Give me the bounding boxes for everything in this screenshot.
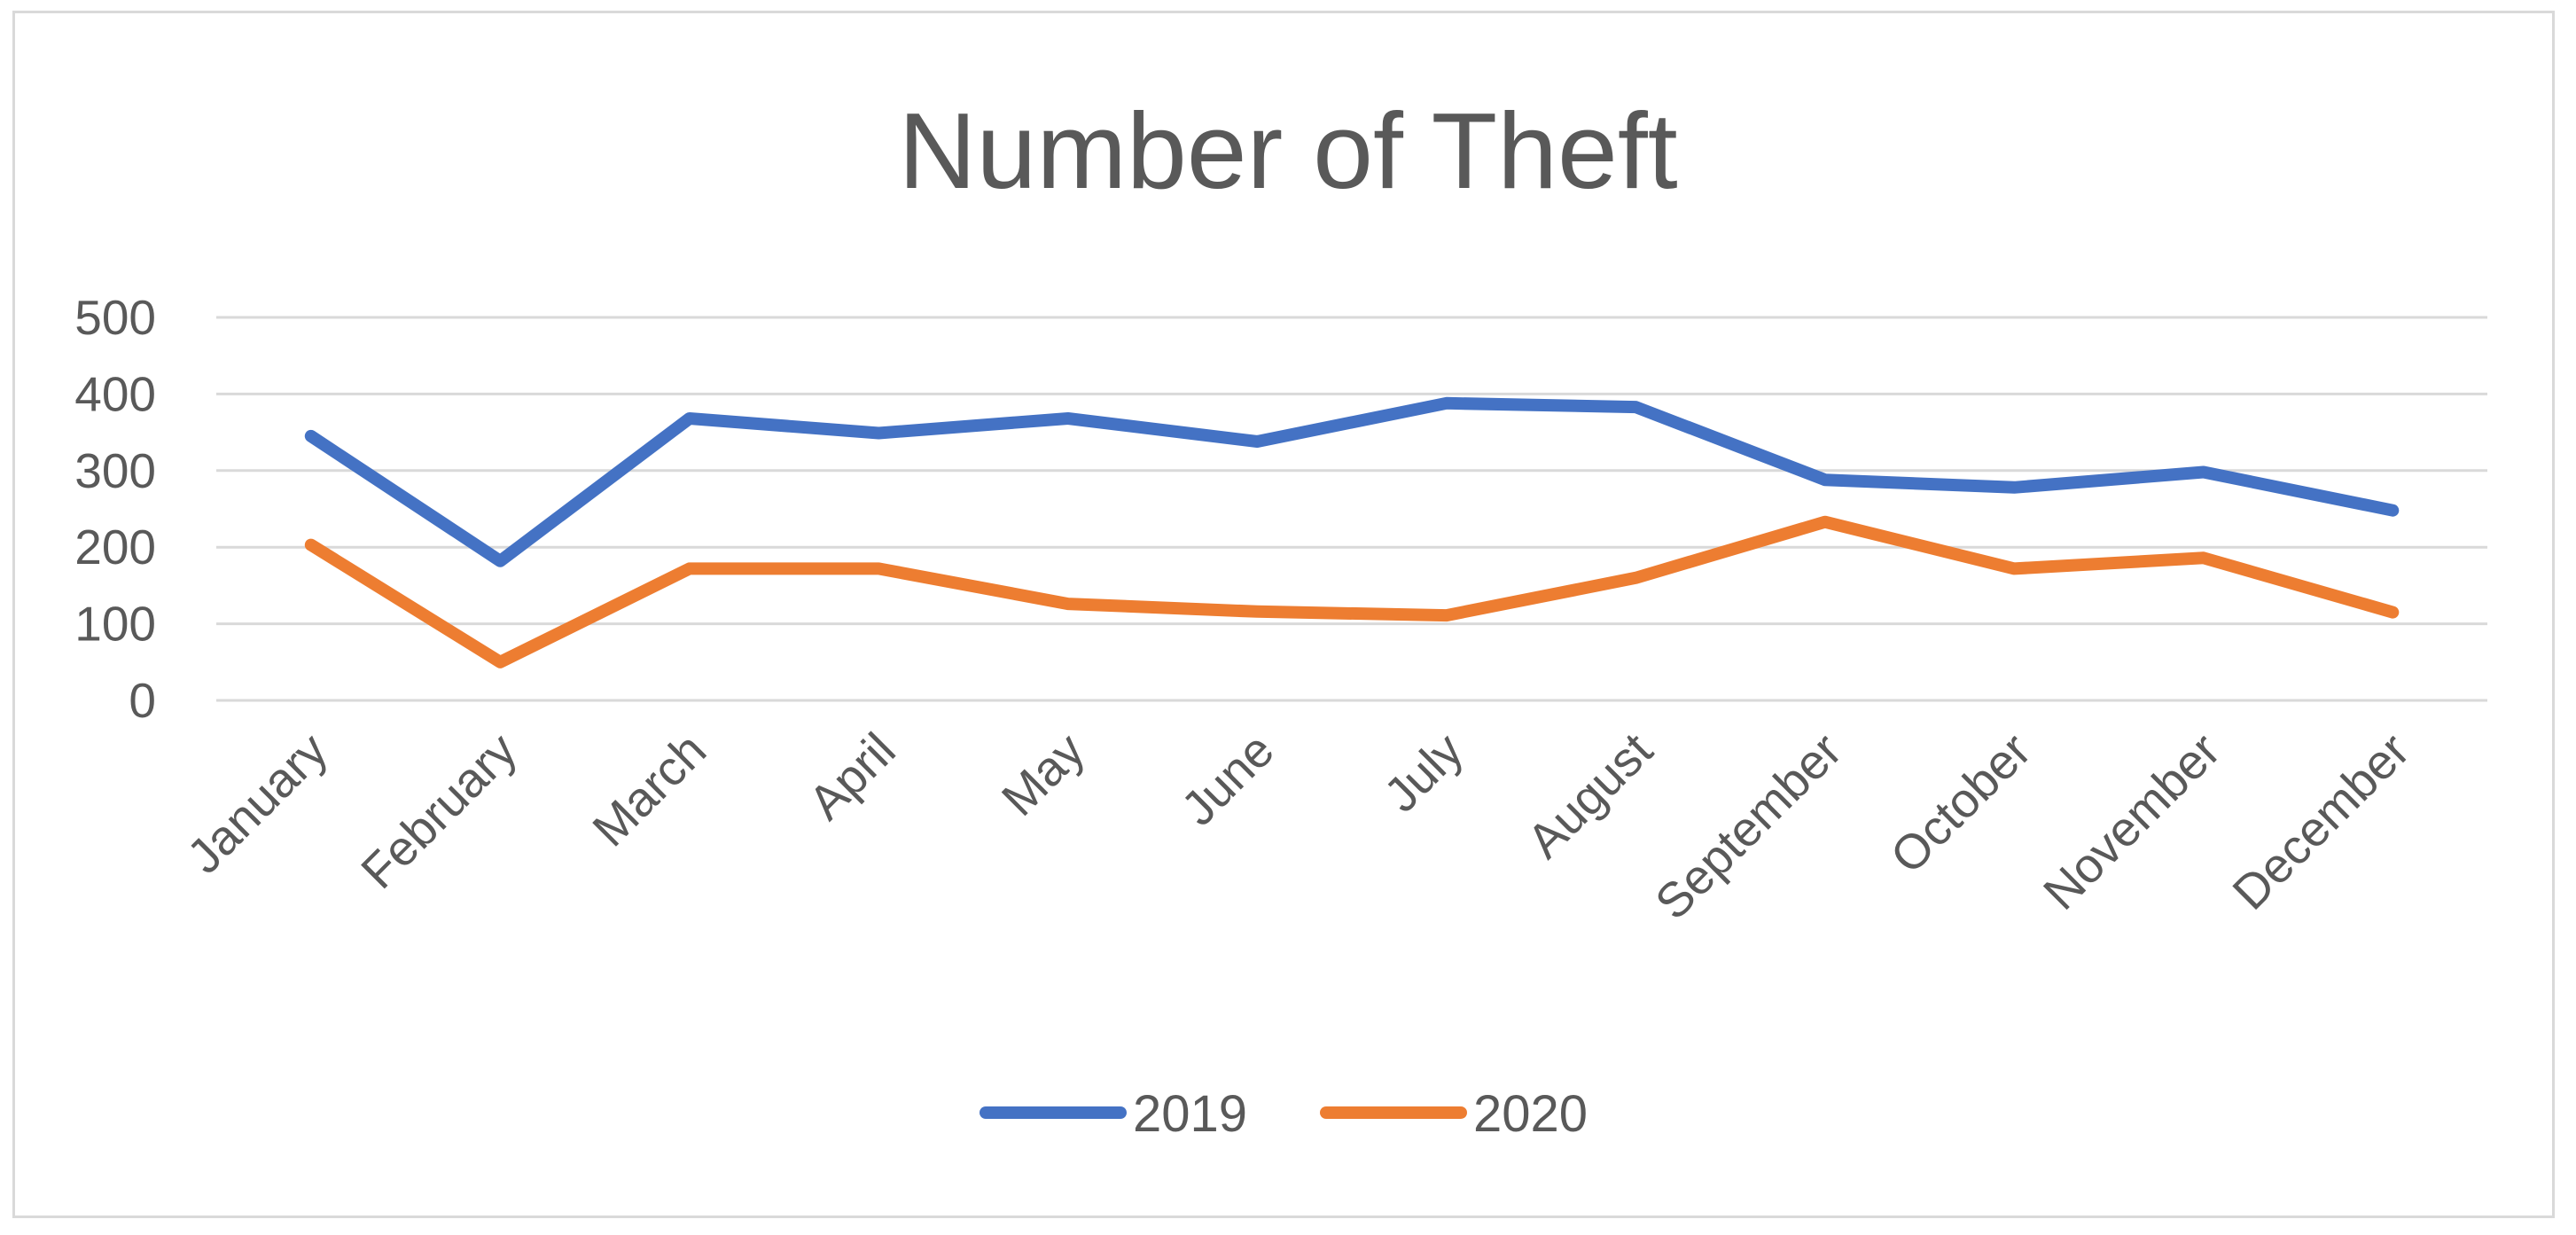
legend-label-2020: 2020	[1473, 1085, 1588, 1143]
x-tick-label: April	[798, 723, 906, 831]
legend-label-2019: 2019	[1133, 1085, 1247, 1143]
y-tick-label: 200	[74, 520, 156, 575]
x-tick-label: February	[350, 722, 527, 899]
x-tick-label: October	[1880, 723, 2041, 884]
series-lines	[304, 396, 2400, 668]
gridlines	[216, 316, 2487, 702]
x-tick-label: November	[2033, 723, 2230, 920]
x-tick-label: March	[582, 723, 716, 857]
chart-title: Number of Theft	[898, 90, 1677, 211]
y-tick-label: 100	[74, 597, 156, 652]
x-tick-label: May	[991, 722, 1096, 826]
x-tick-label: January	[176, 722, 339, 884]
x-tick-label: August	[1517, 723, 1663, 869]
y-axis-ticks: 0 100 200 300 400 500	[74, 290, 156, 728]
y-tick-label: 400	[74, 366, 156, 421]
x-tick-label: December	[2221, 723, 2419, 920]
x-tick-label: September	[1644, 723, 1852, 930]
y-tick-label: 0	[129, 673, 156, 728]
series-line-2020	[304, 515, 2400, 668]
y-tick-label: 300	[74, 443, 156, 498]
y-tick-label: 500	[74, 290, 156, 345]
legend: 2019 2020	[980, 1085, 1588, 1143]
x-tick-label: July	[1373, 722, 1473, 822]
x-tick-label: June	[1171, 723, 1284, 836]
series-line-2019	[304, 396, 2400, 567]
x-axis-ticks: January February March April May June July Augu…	[176, 722, 2420, 929]
